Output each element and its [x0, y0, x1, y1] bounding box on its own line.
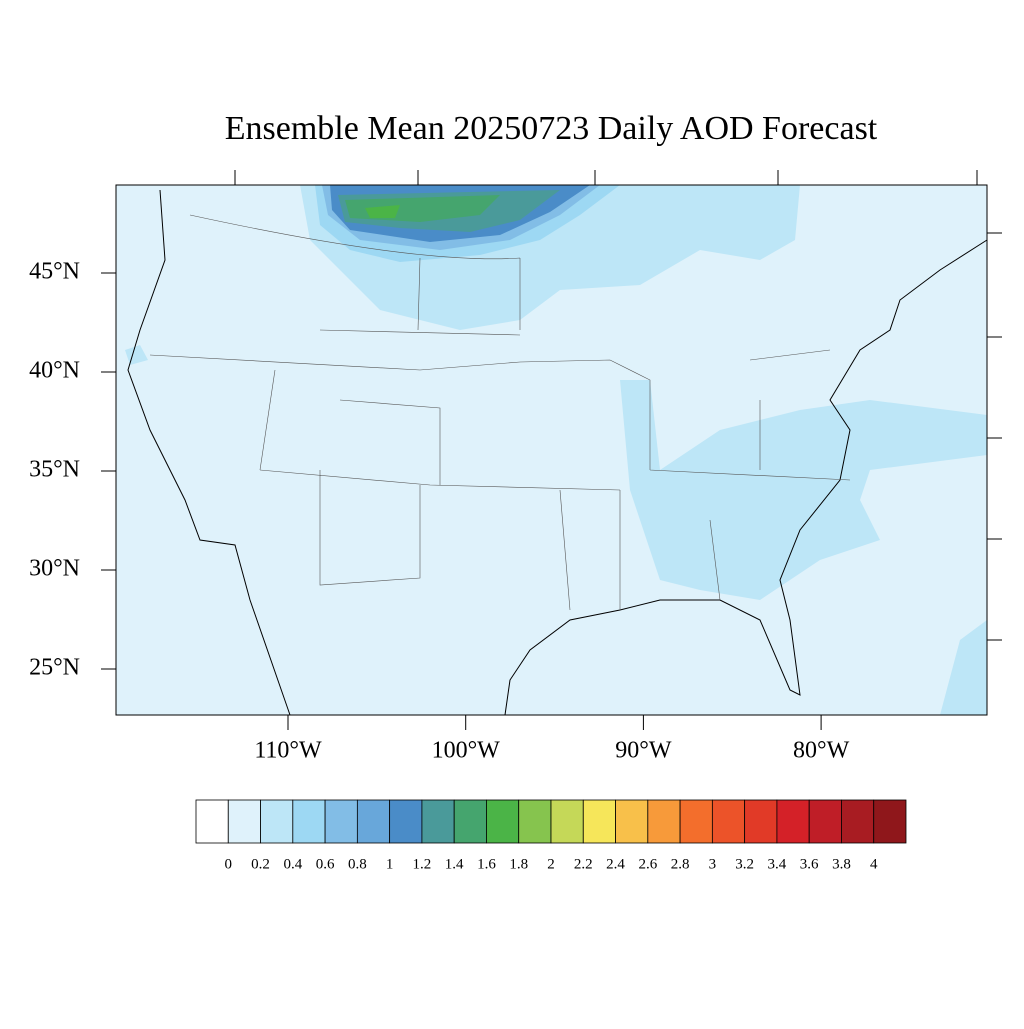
map-frame — [115, 184, 988, 716]
colorbar-box — [744, 799, 778, 844]
colorbar-box — [679, 799, 713, 844]
colorbar-label: 3.6 — [800, 856, 819, 872]
colorbar-box — [711, 799, 746, 844]
colorbar-label: 1 — [386, 856, 394, 872]
colorbar-label: 2.6 — [638, 856, 657, 872]
aod-region — [365, 205, 400, 218]
frame-tick — [234, 170, 1002, 641]
colorbar-box — [389, 799, 423, 844]
colorbar-label: 1.6 — [477, 856, 496, 872]
colorbar-box — [808, 799, 842, 844]
lat-tick-label: 45°N — [29, 259, 80, 285]
colorbar-label: 0.4 — [283, 856, 302, 872]
colorbar-label: 2.8 — [671, 856, 690, 872]
lat-tick-label: 40°N — [29, 358, 80, 384]
colorbar-label: 3.8 — [832, 856, 851, 872]
lat-tick-label: 30°N — [29, 556, 80, 582]
colorbar-box — [582, 799, 616, 844]
colorbar-label: 3.2 — [735, 856, 754, 872]
map-title: Ensemble Mean 20250723 Daily AOD Forecas… — [225, 110, 878, 147]
colorbar-box — [421, 799, 455, 844]
colorbar-box — [873, 799, 907, 844]
colorbar-box — [550, 799, 584, 844]
colorbar-box — [292, 799, 326, 844]
colorbar-box — [324, 799, 358, 844]
colorbar-box — [486, 799, 520, 844]
aod-region — [940, 620, 987, 715]
colorbar-label: 1.8 — [509, 856, 528, 872]
colorbar-label: 4 — [870, 856, 878, 872]
colorbar-label: 3 — [709, 856, 717, 872]
colorbar-box — [615, 799, 649, 844]
colorbar-box — [227, 799, 261, 844]
colorbar-box — [776, 799, 810, 844]
colorbar-box — [195, 799, 229, 844]
colorbar-box — [356, 799, 391, 844]
colorbar-box — [841, 799, 875, 844]
lon-tick-label: 110°W — [254, 738, 322, 764]
lat-tick-label: 25°N — [29, 655, 80, 681]
colorbar-label: 0.6 — [316, 856, 335, 872]
colorbar-label: 0 — [225, 856, 233, 872]
lat-tick-label: 35°N — [29, 457, 80, 483]
lon-tick-label: 80°W — [793, 738, 850, 764]
lon-tick-label: 100°W — [432, 738, 501, 764]
coastline — [127, 189, 988, 716]
colorbar-label: 0.8 — [348, 856, 367, 872]
colorbar-box — [260, 799, 294, 844]
colorbar-label: 1.4 — [445, 856, 464, 872]
colorbar-box — [647, 799, 681, 844]
colorbar-label: 2 — [547, 856, 555, 872]
colorbar-label: 1.2 — [413, 856, 432, 872]
colorbar-label: 0.2 — [251, 856, 270, 872]
colorbar-label: 3.4 — [768, 856, 787, 872]
aod-region — [620, 380, 987, 600]
colorbar-box — [453, 799, 487, 844]
map-area — [115, 170, 1002, 716]
colorbar-label: 2.2 — [574, 856, 593, 872]
state-border — [149, 214, 851, 611]
colorbar-box — [518, 799, 552, 844]
colorbar-label: 2.4 — [606, 856, 625, 872]
lon-tick-label: 90°W — [615, 738, 672, 764]
